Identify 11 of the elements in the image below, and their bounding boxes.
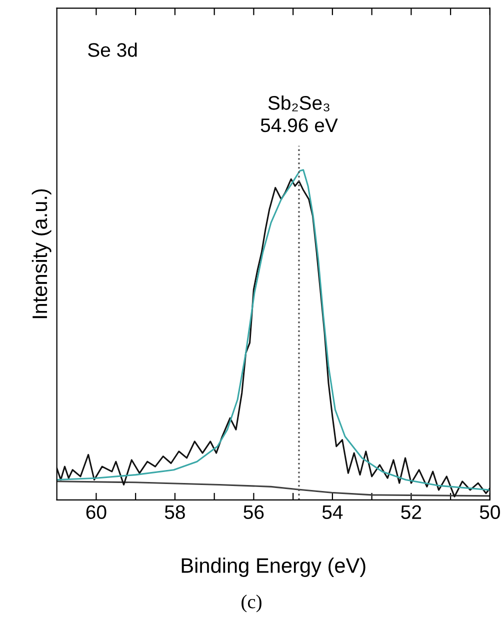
text: Se 3d bbox=[88, 42, 137, 57]
x-tick-label: 50 bbox=[480, 505, 500, 520]
x-tick-label: 52 bbox=[401, 505, 422, 520]
x-tick-label: 60 bbox=[86, 505, 106, 520]
x-tick-label: 54 bbox=[322, 505, 343, 520]
x-tick-label: 58 bbox=[164, 505, 185, 520]
y-axis-title: Intensity (a.u.) bbox=[32, 189, 52, 318]
text: (c) bbox=[242, 594, 262, 612]
ref-line-label: Sb₂Se₃ 54.96 eV bbox=[260, 96, 338, 132]
x-axis-title: Binding Energy (eV) bbox=[182, 558, 366, 578]
x-tick-label: 56 bbox=[244, 505, 264, 520]
